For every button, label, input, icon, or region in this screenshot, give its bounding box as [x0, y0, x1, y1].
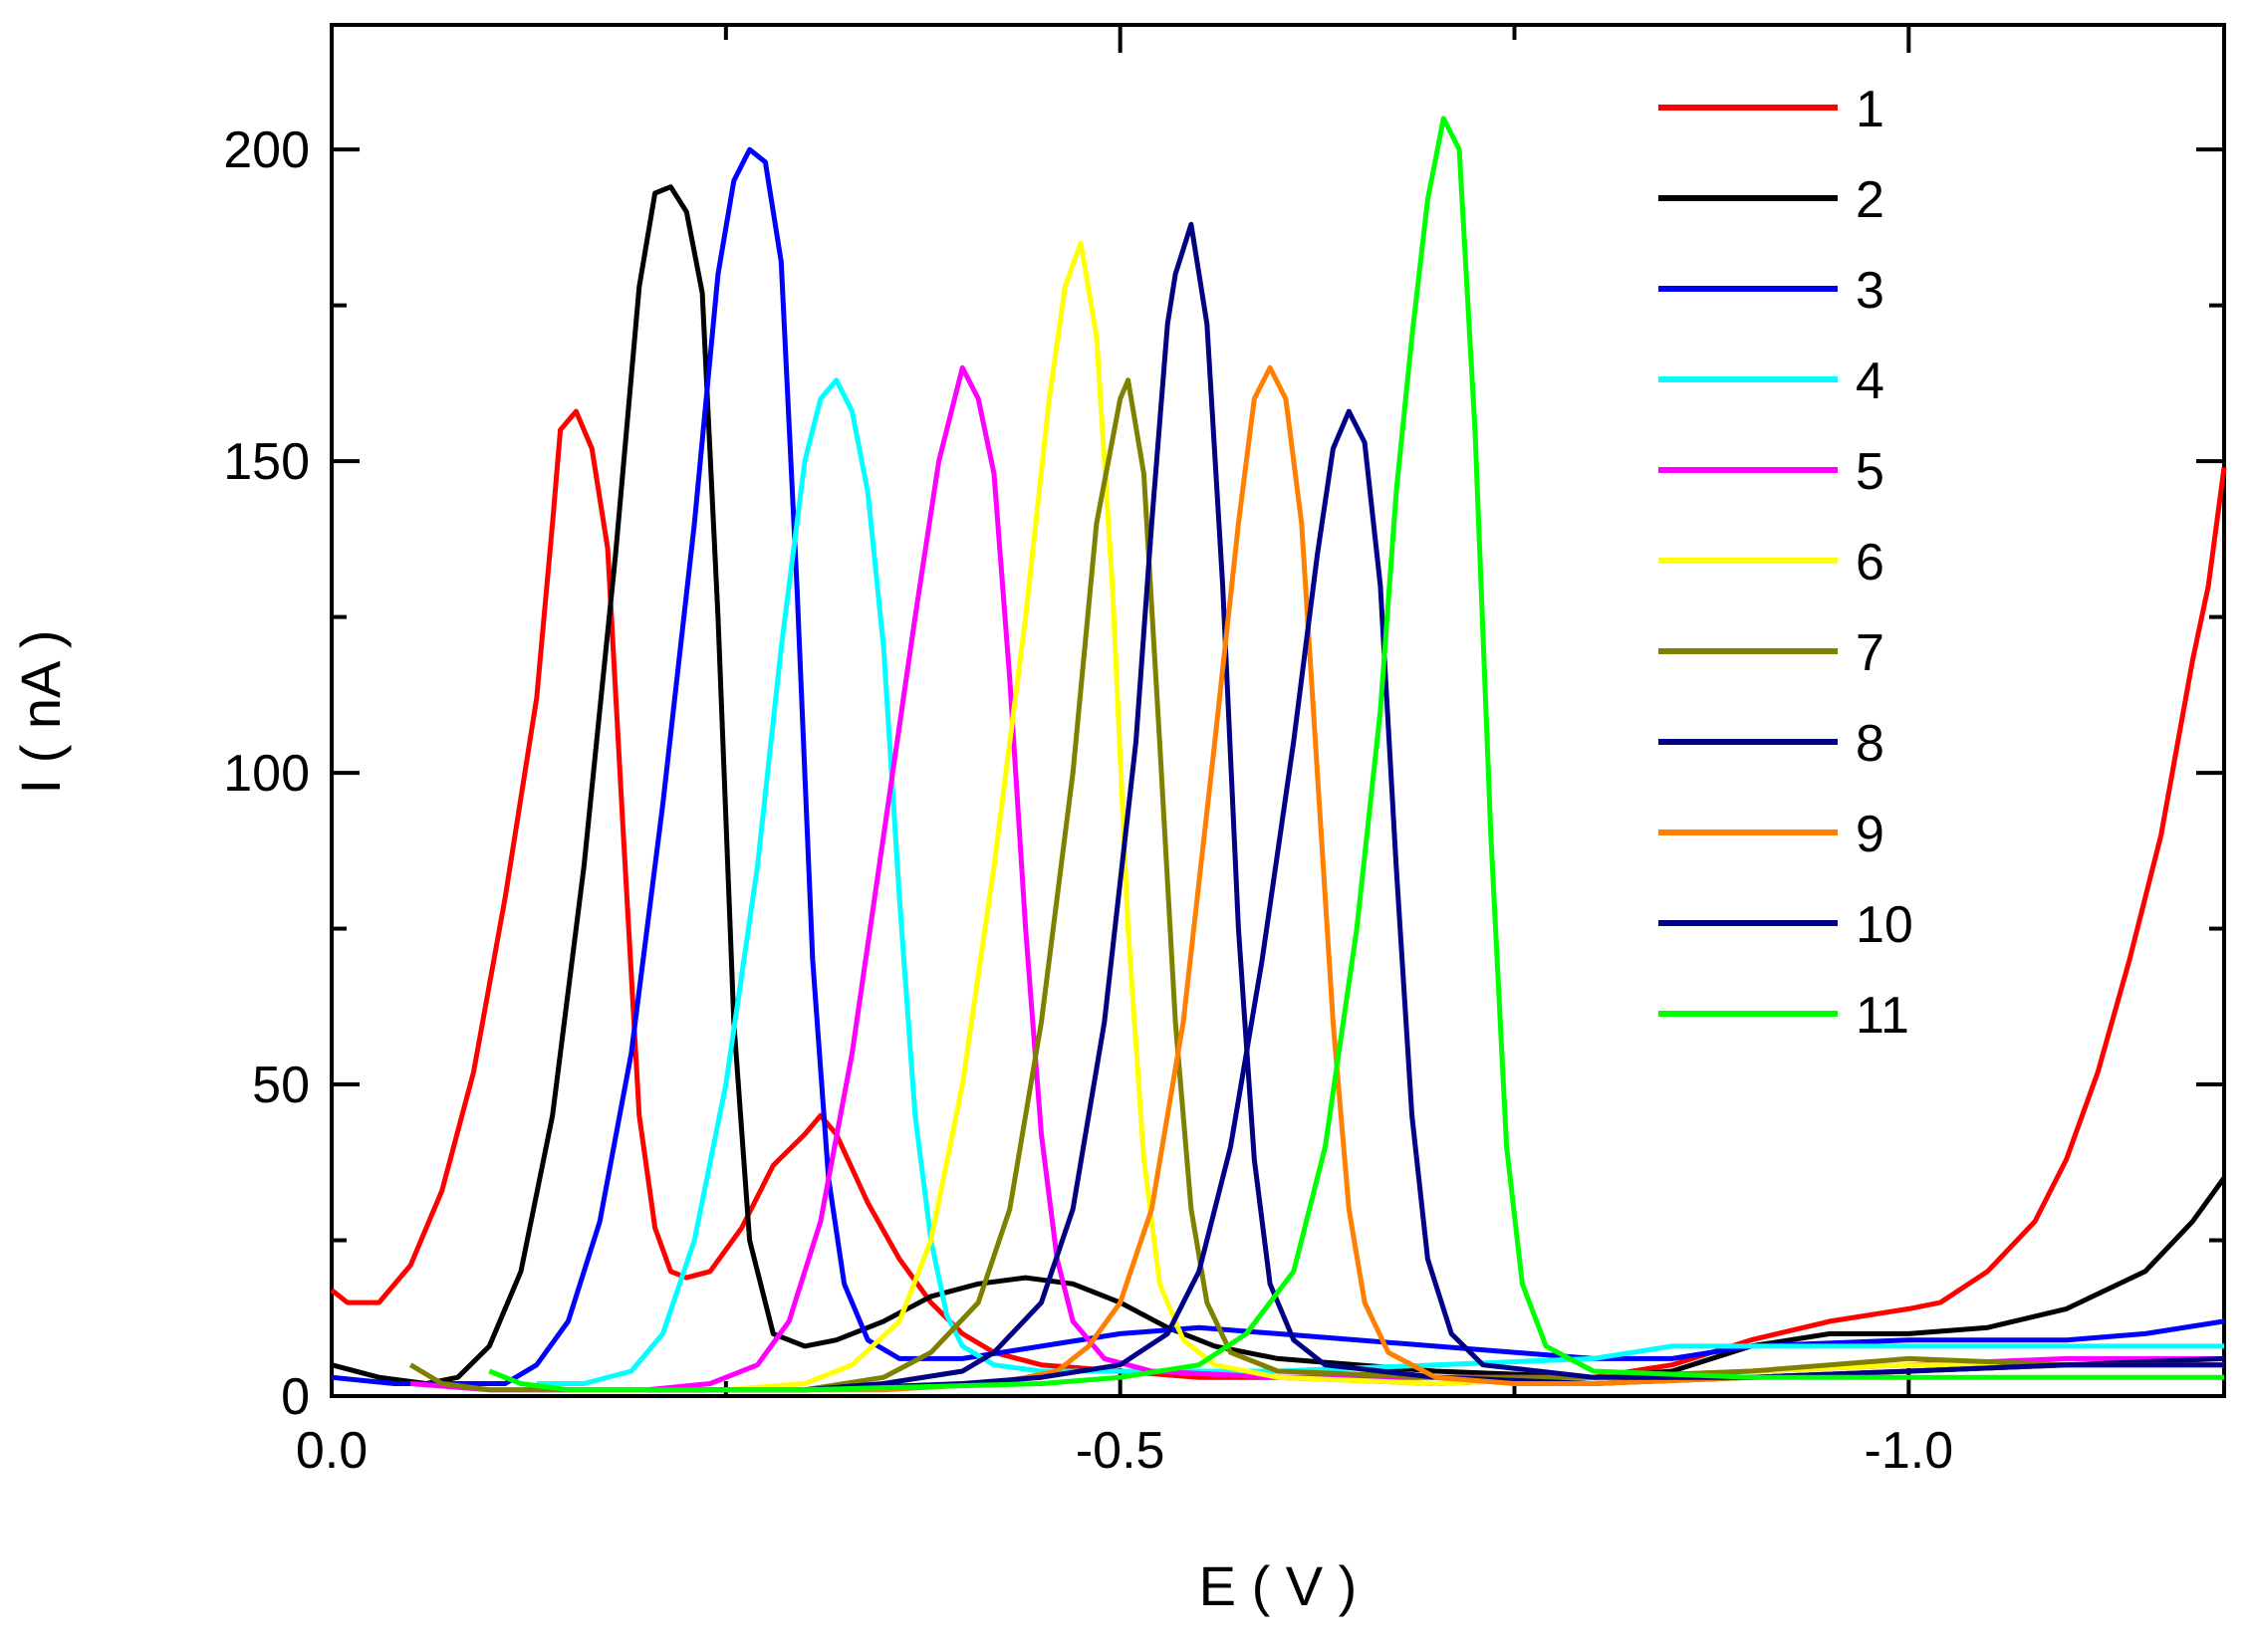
- x-axis-title: E ( V ): [1199, 1554, 1358, 1617]
- series-line-2: [331, 184, 2227, 1386]
- legend-label-4: 4: [1856, 353, 1884, 410]
- series-line-8: [646, 221, 2225, 1393]
- legend-label-2: 2: [1856, 171, 1884, 229]
- series-line-11: [488, 116, 2224, 1393]
- legend-label-6: 6: [1856, 534, 1884, 591]
- series-line-4: [536, 377, 2224, 1386]
- x-tick-label: 0.0: [296, 1422, 368, 1480]
- x-tick-label: -0.5: [1076, 1422, 1165, 1480]
- legend-label-11: 11: [1856, 987, 1909, 1045]
- legend-label-8: 8: [1856, 715, 1884, 773]
- x-tick-label: -1.0: [1865, 1422, 1954, 1480]
- series-line-7: [408, 377, 2224, 1393]
- y-tick-label: 50: [252, 1057, 310, 1114]
- series-line-5: [410, 364, 2224, 1393]
- x-axis-ticks: 0.0 -0.5 -1.0: [296, 25, 1953, 1480]
- series-line-9: [725, 364, 2224, 1393]
- y-tick-label: 200: [223, 121, 310, 179]
- series-group: [330, 116, 2227, 1393]
- series-line-1: [330, 408, 2227, 1386]
- y-tick-label: 0: [281, 1368, 310, 1426]
- legend-label-3: 3: [1856, 262, 1884, 320]
- plot-area-frame: [330, 23, 2226, 1398]
- y-axis-title: I ( nA ): [9, 630, 72, 795]
- legend-label-1: 1: [1856, 81, 1884, 138]
- series-line-6: [568, 240, 2224, 1393]
- y-tick-label: 150: [223, 433, 310, 491]
- series-line-10: [804, 408, 2224, 1393]
- legend-label-9: 9: [1856, 806, 1884, 863]
- y-tick-label: 100: [223, 745, 310, 803]
- series-line-3: [331, 146, 2225, 1386]
- legend: 1 2 3 4 5 6 7 8 9 10 11: [1658, 81, 1913, 1045]
- legend-label-10: 10: [1856, 896, 1913, 954]
- y-axis-ticks: 0 50 100 150 200: [223, 121, 2224, 1426]
- legend-label-7: 7: [1856, 624, 1884, 682]
- legend-label-5: 5: [1856, 443, 1884, 501]
